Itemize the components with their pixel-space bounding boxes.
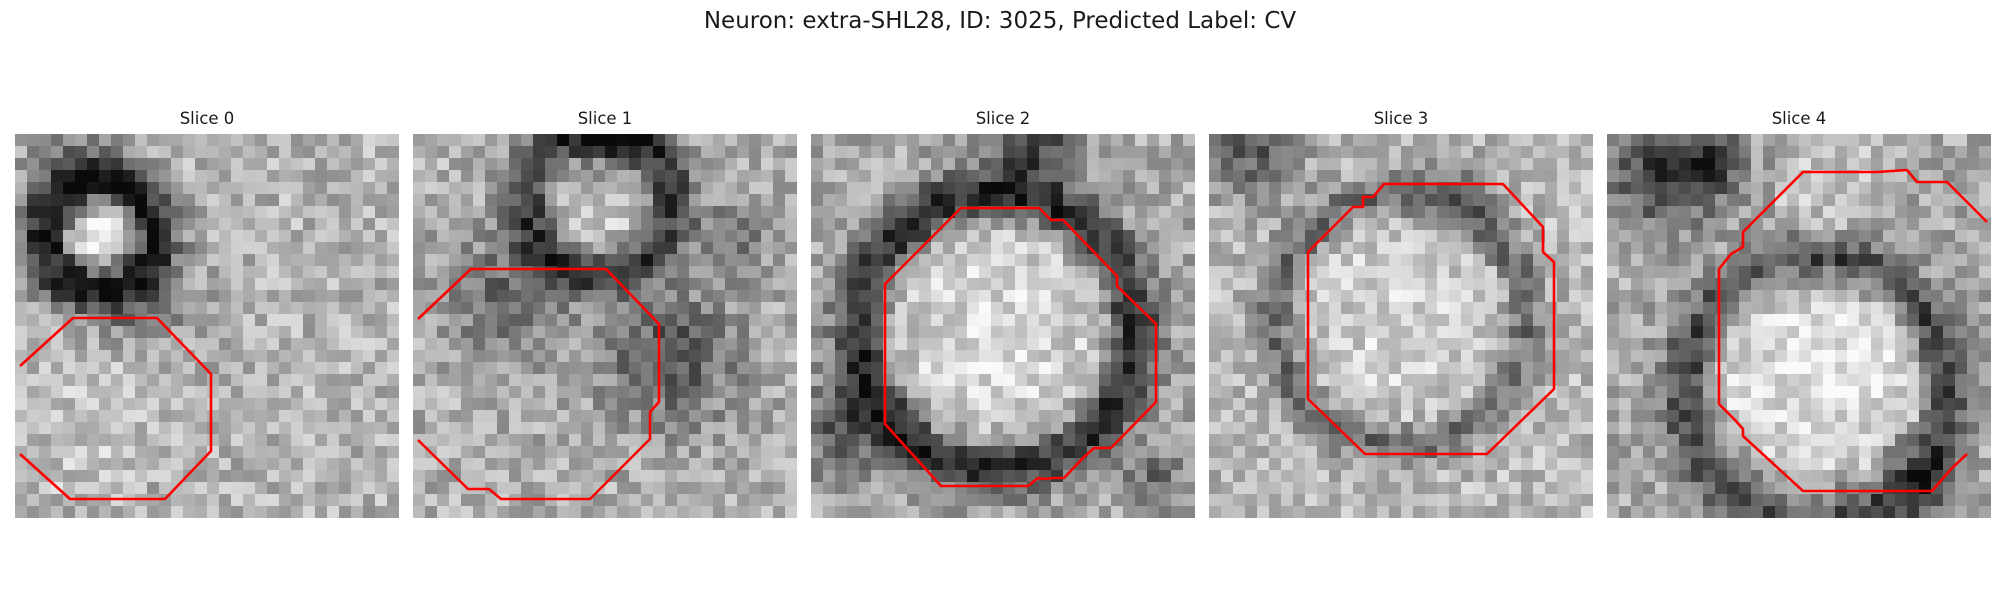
contour-overlay [417,267,661,501]
slice-image [811,134,1195,518]
slice-image [413,134,797,518]
contour-overlay [1306,182,1556,456]
slice-panel-2: Slice 2 [811,108,1195,518]
segmentation-contour [1717,168,1988,493]
contour-overlay [1717,168,1988,493]
segmentation-contour [1306,182,1556,456]
slice-title: Slice 0 [179,109,235,128]
segmentation-contour [883,206,1158,488]
slice-panel-1: Slice 1 [413,108,797,518]
slice-panel-3: Slice 3 [1209,108,1593,518]
slice-title: Slice 2 [975,109,1031,128]
slice-panel-0: Slice 0 [15,108,399,518]
slice-title: Slice 4 [1771,109,1827,128]
segmentation-contour [19,316,213,501]
contour-overlay [19,316,213,501]
slice-panel-4: Slice 4 [1607,108,1991,518]
figure-title: Neuron: extra-SHL28, ID: 3025, Predicted… [703,8,1297,34]
slice-title: Slice 1 [577,109,633,128]
slice-title: Slice 3 [1373,109,1429,128]
contour-overlay [883,206,1158,488]
slice-image [1607,134,1991,518]
segmentation-contour [417,267,661,501]
